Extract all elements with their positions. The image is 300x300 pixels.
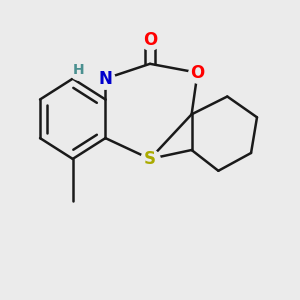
Text: S: S <box>144 150 156 168</box>
Text: N: N <box>98 70 112 88</box>
Text: O: O <box>190 64 205 82</box>
Text: H: H <box>73 63 85 77</box>
Text: O: O <box>143 31 157 49</box>
